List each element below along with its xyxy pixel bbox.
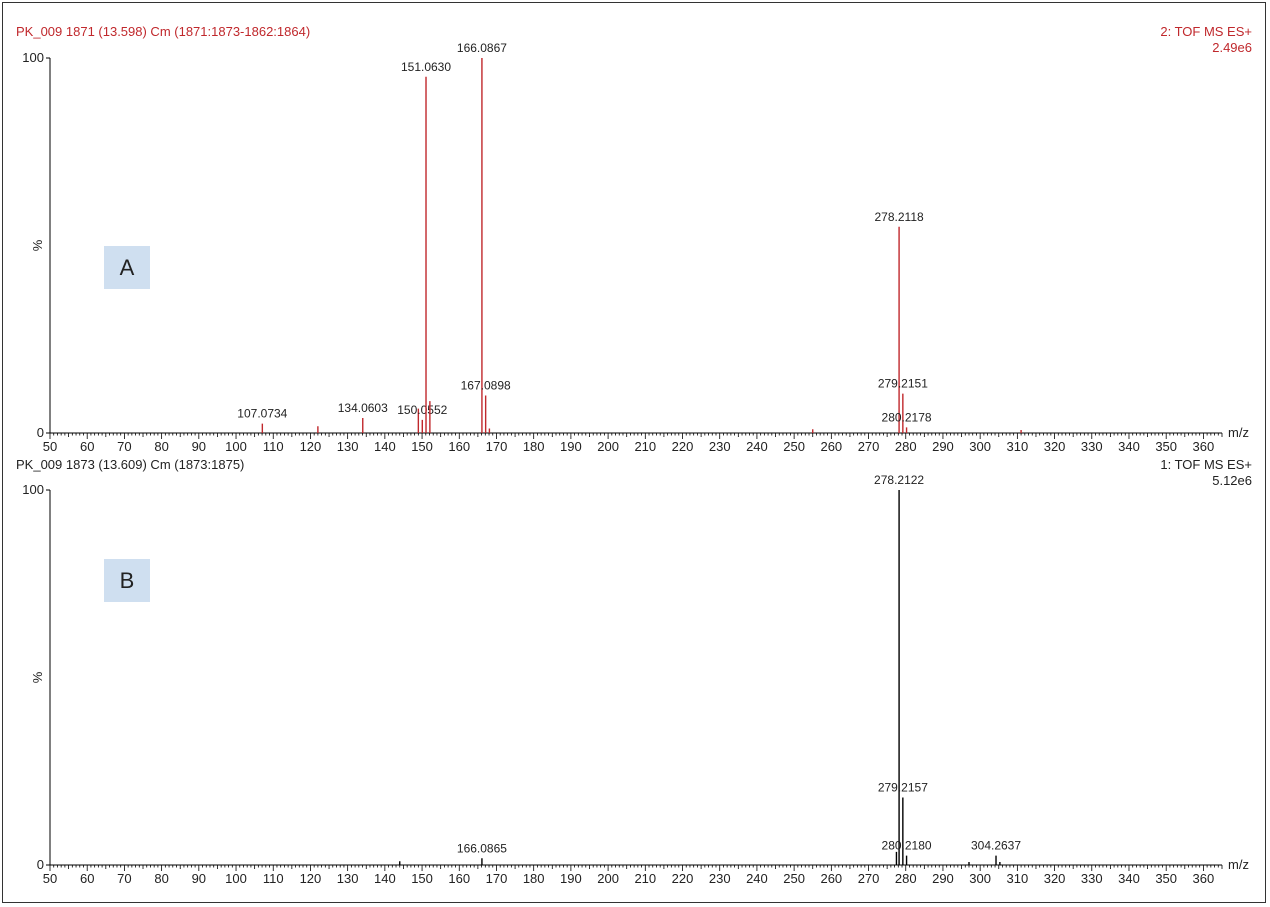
panel-b-x-tick-label: 260 [820,871,842,886]
panel-b-x-tick-label: 110 [263,871,284,886]
panel-a-x-tick-label: 90 [192,439,206,454]
panel-b-x-tick-label: 190 [560,871,582,886]
panel-a-peak-label: 134.0603 [338,401,388,415]
panel-a-y-tick-label: 0 [37,425,44,440]
panel-a-x-tick-label: 50 [43,439,57,454]
panel-b-y-tick-label: 0 [37,857,44,872]
panel-a-peak-label: 279.2151 [878,377,928,391]
panel-a-x-tick-label: 200 [597,439,619,454]
panel-a-x-axis-label: m/z [1228,425,1249,440]
panel-a-peak-label: 166.0867 [457,41,507,55]
panel-a-header-right-2: 2.49e6 [1212,40,1252,55]
panel-b-x-tick-label: 140 [374,871,396,886]
panel-b-x-tick-label: 50 [43,871,57,886]
panel-a-peak-label: 280.2178 [882,410,932,424]
panel-b-x-tick-label: 70 [117,871,131,886]
panel-b-header-right-1: 1: TOF MS ES+ [1160,457,1252,472]
panel-b-x-tick-label: 130 [337,871,359,886]
panel-a-peak-label: 107.0734 [237,407,287,421]
panel-b-peak-label: 166.0865 [457,841,507,855]
panel-b-x-tick-label: 100 [225,871,247,886]
panel-b-peak-label: 304.2637 [971,839,1021,853]
panel-b-peak-label: 280.2180 [882,839,932,853]
panel-a-x-tick-label: 190 [560,439,582,454]
panel-b-x-tick-label: 160 [448,871,470,886]
panel-b-x-tick-label: 320 [1044,871,1066,886]
panel-b-x-tick-label: 280 [895,871,917,886]
panel-a-x-tick-label: 230 [709,439,731,454]
panel-b-x-tick-label: 150 [411,871,433,886]
panel-a-label: A [104,246,150,289]
panel-a-peak-label: 167.0898 [461,379,511,393]
panel-a-x-tick-label: 240 [746,439,768,454]
panel-a-x-tick-label: 110 [263,439,284,454]
panel-a-x-tick-label: 260 [820,439,842,454]
panel-a-x-tick-label: 120 [300,439,322,454]
panel-b-peak-label: 279.2157 [878,781,928,795]
panel-a-header-right-1: 2: TOF MS ES+ [1160,24,1252,39]
panel-a-header-left: PK_009 1871 (13.598) Cm (1871:1873-1862:… [16,24,311,39]
panel-a-x-tick-label: 130 [337,439,359,454]
panel-a-x-tick-label: 170 [486,439,508,454]
panel-a-peak-label: 150.0552 [397,403,447,417]
panel-b-x-tick-label: 350 [1155,871,1177,886]
panel-a-x-tick-label: 150 [411,439,433,454]
panel-a-x-tick-label: 280 [895,439,917,454]
panel-b-y-axis-label: % [30,671,45,683]
panel-b-x-tick-label: 60 [80,871,94,886]
panel-a-x-tick-label: 320 [1044,439,1066,454]
panel-a-x-tick-label: 60 [80,439,94,454]
panel-a-peak-label: 278.2118 [875,210,924,224]
panel-b-x-tick-label: 120 [300,871,322,886]
panel-b-y-tick-label: 100 [22,482,44,497]
panel-b-x-tick-label: 80 [154,871,168,886]
panel-a-x-tick-label: 310 [1007,439,1029,454]
panel-a-x-tick-label: 350 [1155,439,1177,454]
panel-b-x-tick-label: 290 [932,871,954,886]
panel-a-x-tick-label: 70 [117,439,131,454]
panel-b-x-tick-label: 360 [1193,871,1215,886]
panel-a-x-tick-label: 340 [1118,439,1140,454]
panel-a-y-tick-label: 100 [22,50,44,65]
panel-b-x-tick-label: 270 [858,871,880,886]
panel-b-x-tick-label: 340 [1118,871,1140,886]
panel-a-x-tick-label: 100 [225,439,247,454]
panel-b-header-left: PK_009 1873 (13.609) Cm (1873:1875) [16,457,245,472]
panel-a-x-tick-label: 160 [448,439,470,454]
panel-b-label: B [104,559,150,602]
panel-b-x-tick-label: 200 [597,871,619,886]
panel-b-x-tick-label: 240 [746,871,768,886]
panel-b-x-tick-label: 170 [486,871,508,886]
panel-a-x-tick-label: 270 [858,439,880,454]
panel-b-x-tick-label: 210 [634,871,656,886]
panel-a-x-tick-label: 210 [634,439,656,454]
panel-a-y-axis-label: % [30,239,45,251]
panel-b-peak-label: 278.2122 [874,473,924,487]
panel-a-x-tick-label: 290 [932,439,954,454]
panel-a-x-tick-label: 330 [1081,439,1103,454]
panel-a-x-tick-label: 220 [672,439,694,454]
panel-a-x-tick-label: 360 [1193,439,1215,454]
panel-b-x-tick-label: 220 [672,871,694,886]
panel-b-header-right-2: 5.12e6 [1212,473,1252,488]
panel-b-x-tick-label: 330 [1081,871,1103,886]
panel-b-x-tick-label: 90 [192,871,206,886]
panel-b-x-tick-label: 180 [523,871,545,886]
panel-b-x-axis-label: m/z [1228,857,1249,872]
panel-b-x-tick-label: 310 [1007,871,1029,886]
panel-a-x-tick-label: 140 [374,439,396,454]
panel-b-x-tick-label: 300 [969,871,991,886]
panel-b-x-tick-label: 250 [783,871,805,886]
panel-a-x-tick-label: 80 [154,439,168,454]
panel-a-x-tick-label: 180 [523,439,545,454]
panel-b-x-tick-label: 230 [709,871,731,886]
panel-a-peak-label: 151.0630 [401,60,451,74]
panel-a-x-tick-label: 250 [783,439,805,454]
panel-a-x-tick-label: 300 [969,439,991,454]
